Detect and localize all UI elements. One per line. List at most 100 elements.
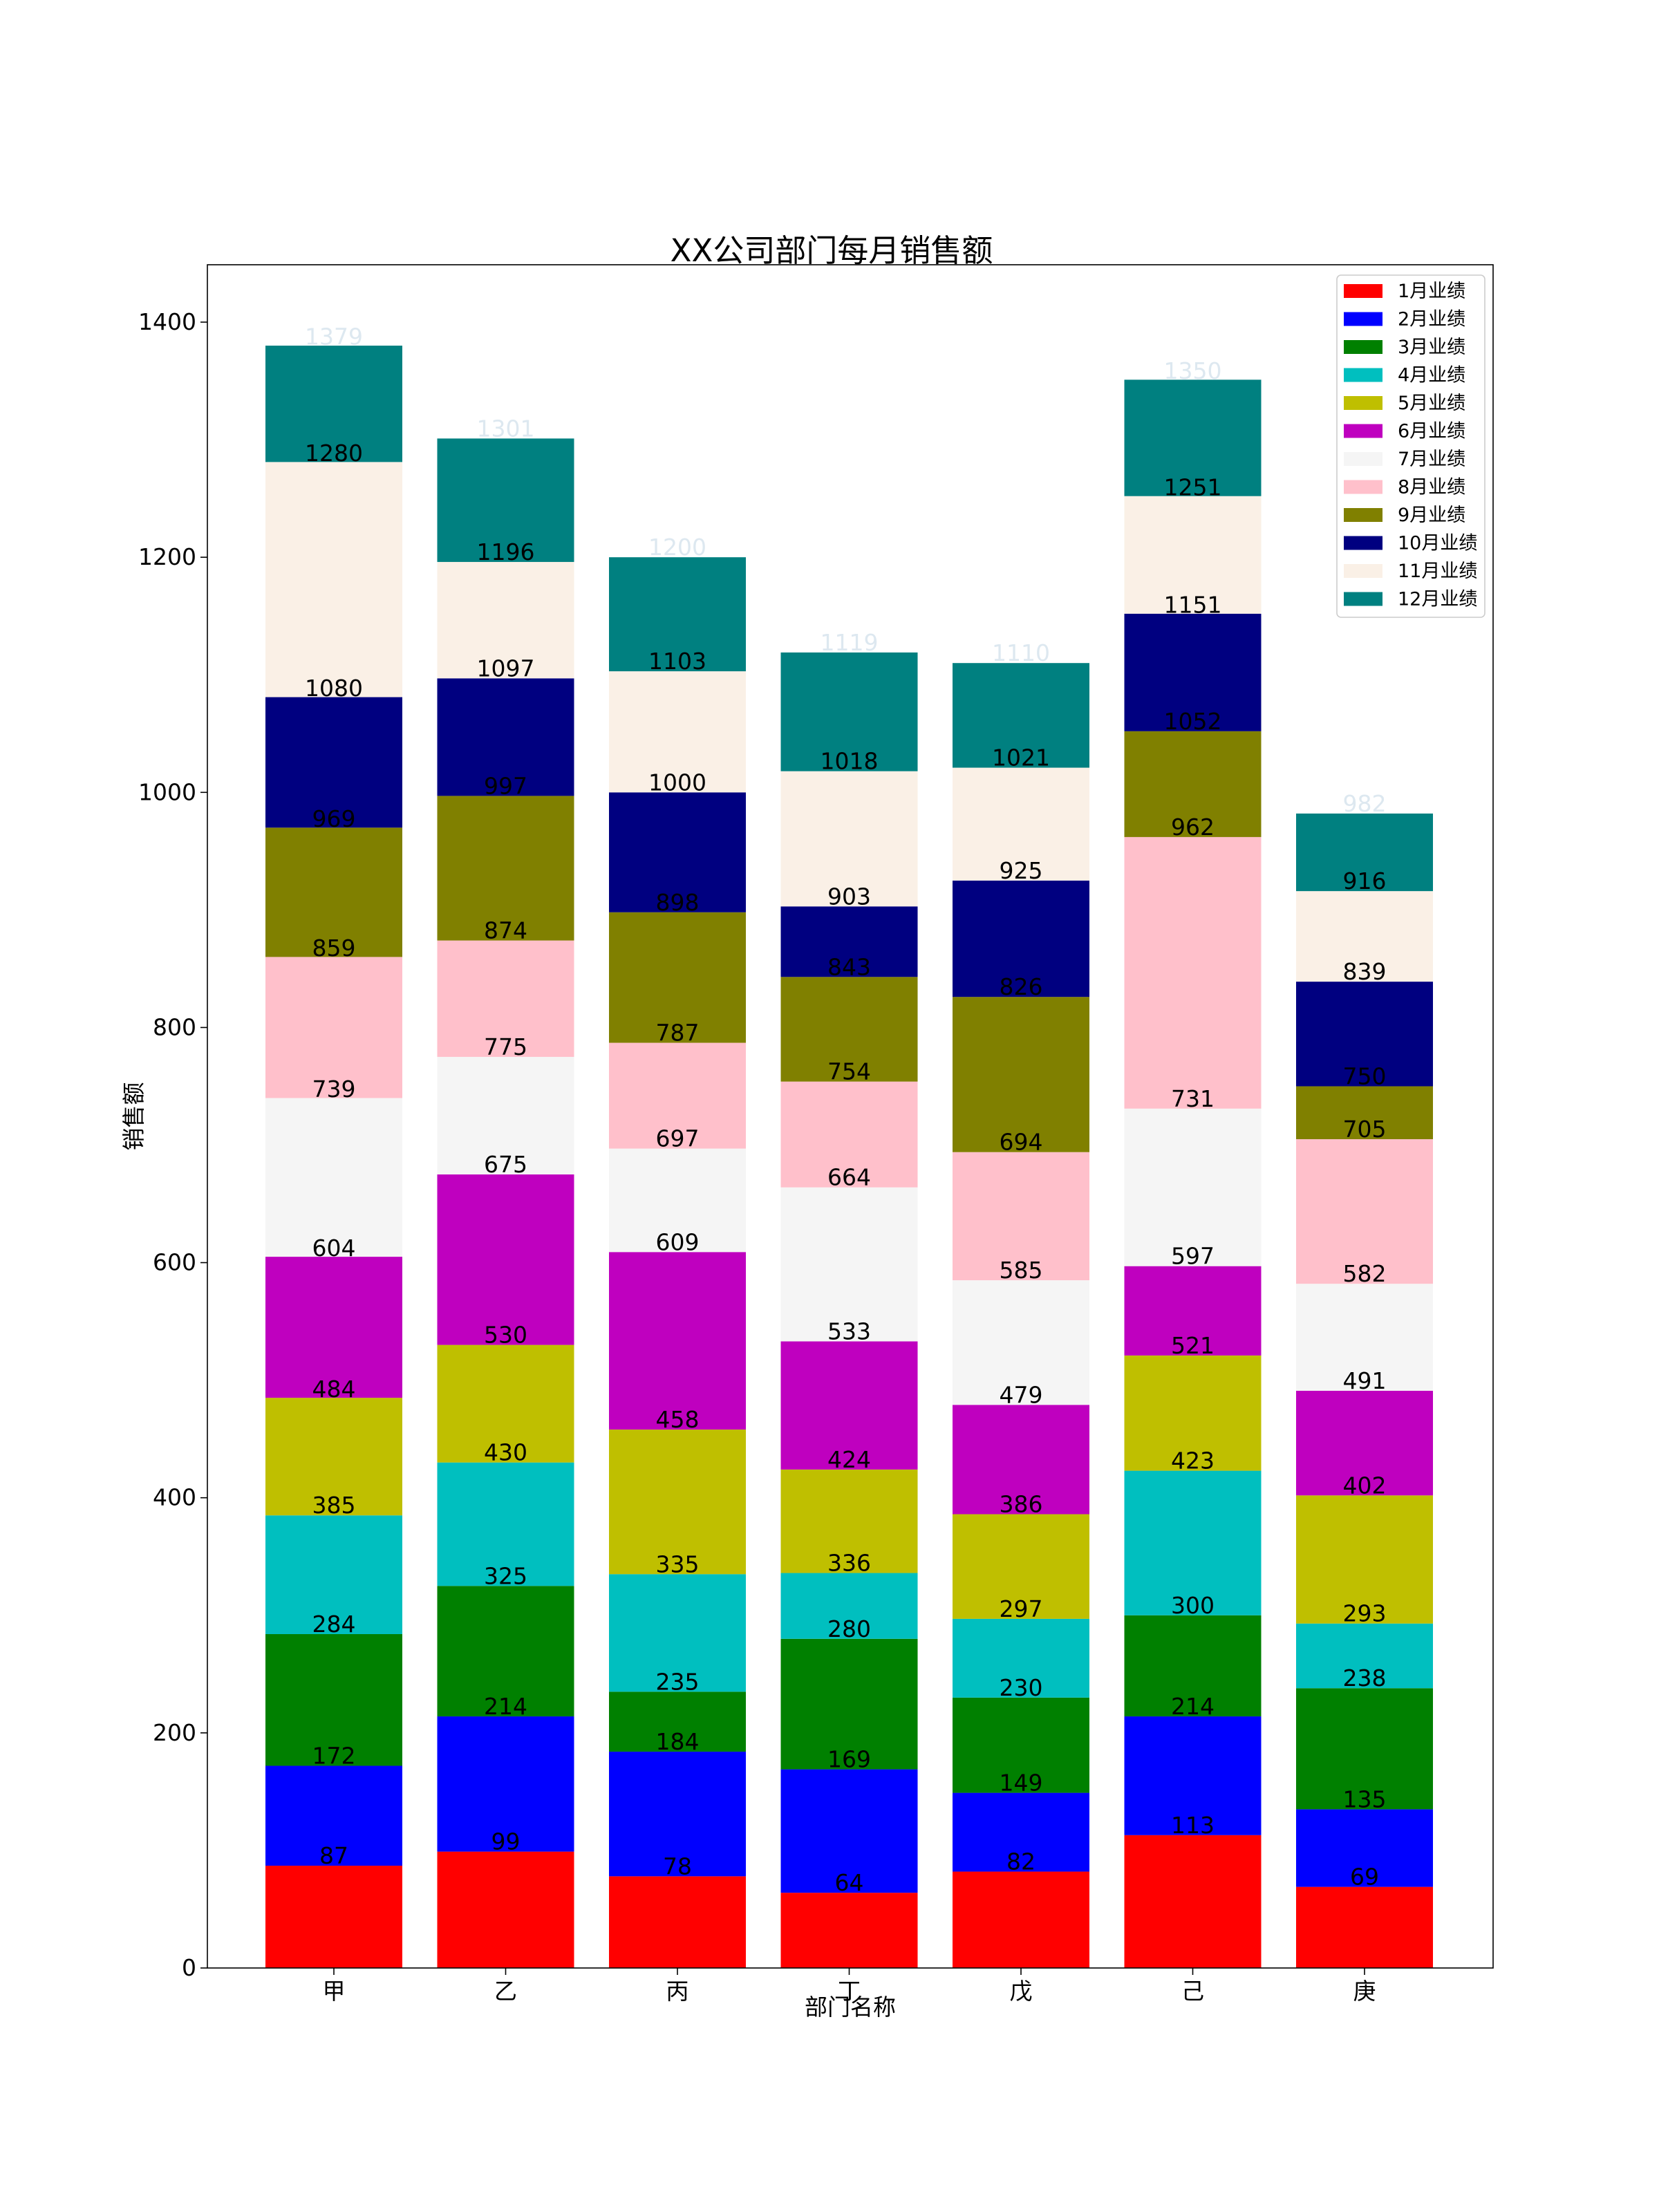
bar-segment bbox=[1296, 1138, 1433, 1284]
bar-segment bbox=[265, 827, 402, 957]
segment-value-label: 750 bbox=[1343, 1062, 1387, 1089]
y-tick-label: 600 bbox=[153, 1249, 196, 1276]
bar-segment bbox=[265, 1515, 402, 1634]
bar-segment bbox=[437, 1462, 574, 1586]
segment-value-label: 521 bbox=[1171, 1332, 1215, 1359]
bar-segment bbox=[437, 1056, 574, 1175]
legend-label: 12月业绩 bbox=[1398, 589, 1477, 610]
bar-segment bbox=[1124, 1615, 1262, 1717]
bar-segment bbox=[609, 1042, 746, 1149]
bar-segment bbox=[1296, 891, 1433, 982]
y-tick-label: 400 bbox=[153, 1484, 196, 1511]
bar-segment bbox=[1296, 1086, 1433, 1139]
segment-value-label: 184 bbox=[656, 1728, 700, 1755]
bar-segment bbox=[1296, 982, 1433, 1087]
bar-segment bbox=[1124, 1355, 1262, 1471]
segment-value-label: 149 bbox=[1000, 1770, 1043, 1797]
x-tick-label: 戊 bbox=[1010, 1978, 1033, 2005]
bar-segment bbox=[780, 1081, 918, 1188]
bar-segment bbox=[609, 1876, 746, 1968]
total-value-label: 1301 bbox=[477, 415, 535, 442]
bar-segment bbox=[780, 1769, 918, 1893]
bar-segment bbox=[953, 1280, 1089, 1405]
segment-labels-layer: 87 172 284 385 484 604 739 859 969 1080 1280 1379 99… bbox=[305, 324, 1386, 1896]
legend-swatch bbox=[1344, 368, 1382, 382]
segment-value-label: 238 bbox=[1343, 1665, 1387, 1691]
segment-value-label: 962 bbox=[1171, 814, 1215, 841]
legend-label: 1月业绩 bbox=[1398, 281, 1465, 302]
y-tick-label: 0 bbox=[182, 1954, 196, 1981]
bar-segment bbox=[1124, 613, 1262, 731]
legend-box bbox=[1336, 274, 1485, 618]
y-tick-label: 200 bbox=[153, 1719, 196, 1746]
total-value-label: 1110 bbox=[992, 639, 1050, 666]
x-tick-label: 丙 bbox=[666, 1978, 689, 2005]
legend-swatch bbox=[1344, 480, 1382, 494]
bar-segment bbox=[1124, 379, 1262, 496]
segment-value-label: 214 bbox=[1171, 1693, 1215, 1720]
segment-value-label: 731 bbox=[1171, 1085, 1215, 1112]
segment-value-label: 230 bbox=[1000, 1674, 1043, 1701]
segment-value-label: 925 bbox=[1000, 857, 1043, 884]
segment-value-label: 484 bbox=[312, 1376, 356, 1403]
bar-segment bbox=[609, 1430, 746, 1575]
segment-value-label: 675 bbox=[484, 1151, 527, 1178]
x-tick-label: 庚 bbox=[1353, 1978, 1376, 2005]
legend-swatch bbox=[1344, 508, 1382, 522]
legend: 1月业绩 2月业绩 3月业绩 4月业绩 5月业绩 6月业绩 7月业绩 8月业绩 9月业绩 10月业… bbox=[1336, 274, 1485, 618]
segment-value-label: 430 bbox=[484, 1439, 527, 1466]
y-tick-label: 800 bbox=[153, 1013, 196, 1040]
legend-label: 3月业绩 bbox=[1398, 337, 1465, 358]
legend-swatch bbox=[1344, 424, 1382, 438]
bar-segment bbox=[780, 977, 918, 1082]
segment-value-label: 754 bbox=[827, 1058, 871, 1085]
bar-segment bbox=[437, 438, 574, 562]
segment-value-label: 402 bbox=[1343, 1472, 1387, 1499]
legend-label: 7月业绩 bbox=[1398, 449, 1465, 470]
bar-segment bbox=[437, 678, 574, 796]
legend-swatch bbox=[1344, 564, 1382, 578]
segment-value-label: 64 bbox=[835, 1869, 864, 1896]
segment-value-label: 297 bbox=[1000, 1595, 1043, 1622]
bar-segment bbox=[1296, 1809, 1433, 1887]
bar-segment bbox=[780, 1187, 918, 1342]
segment-value-label: 169 bbox=[827, 1746, 871, 1773]
total-value-label: 1379 bbox=[305, 324, 363, 350]
bar-segment bbox=[1124, 1716, 1262, 1835]
segment-value-label: 293 bbox=[1343, 1600, 1387, 1627]
segment-value-label: 385 bbox=[312, 1492, 356, 1519]
total-value-label: 1200 bbox=[648, 534, 706, 561]
bar-segment bbox=[609, 557, 746, 672]
bar-segment bbox=[609, 792, 746, 912]
segment-value-label: 859 bbox=[312, 935, 356, 962]
bar-segment bbox=[265, 1098, 402, 1257]
bar-segment bbox=[780, 771, 918, 907]
bar-segment bbox=[609, 1691, 746, 1752]
legend-swatch bbox=[1344, 284, 1382, 298]
bar-segment bbox=[265, 1866, 402, 1968]
bar-segment bbox=[609, 1148, 746, 1253]
legend-swatch bbox=[1344, 536, 1382, 550]
segment-value-label: 826 bbox=[1000, 973, 1043, 1000]
segment-value-label: 82 bbox=[1006, 1848, 1035, 1875]
bar-segment bbox=[265, 1257, 402, 1398]
bar-segment bbox=[437, 1174, 574, 1345]
segment-value-label: 775 bbox=[484, 1033, 527, 1060]
bar-segment bbox=[609, 671, 746, 793]
bar-segment bbox=[953, 1697, 1089, 1793]
total-value-label: 1119 bbox=[821, 629, 879, 656]
bar-segment bbox=[780, 652, 918, 771]
segment-value-label: 69 bbox=[1350, 1864, 1379, 1891]
segment-value-label: 386 bbox=[1000, 1491, 1043, 1518]
bar-segment bbox=[780, 1341, 918, 1470]
segment-value-label: 585 bbox=[1000, 1257, 1043, 1284]
bar-segment bbox=[265, 957, 402, 1098]
y-tick-label: 1000 bbox=[138, 778, 196, 805]
segment-value-label: 969 bbox=[312, 805, 356, 832]
bar-segment bbox=[1296, 1495, 1433, 1624]
segment-value-label: 1021 bbox=[992, 744, 1050, 771]
bar-segment bbox=[265, 1765, 402, 1866]
segment-value-label: 609 bbox=[656, 1228, 700, 1255]
segment-value-label: 694 bbox=[1000, 1129, 1043, 1156]
